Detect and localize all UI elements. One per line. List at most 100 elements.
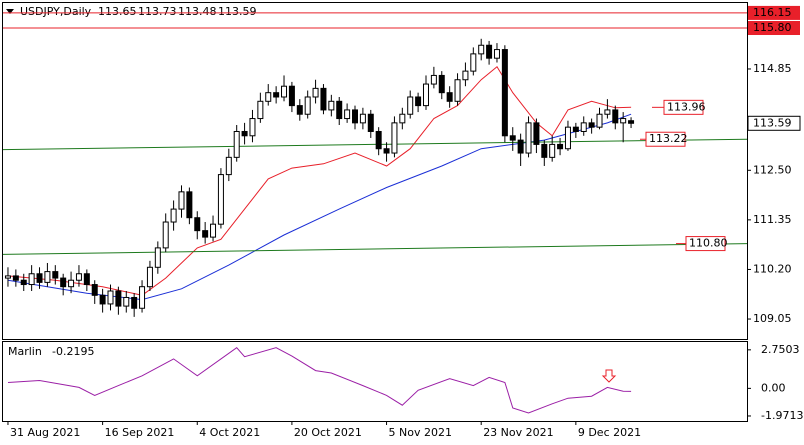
candle-body bbox=[588, 122, 595, 128]
candle-body bbox=[320, 87, 327, 111]
indicator-tick-label: 0.00 bbox=[761, 381, 786, 394]
candle-body bbox=[44, 271, 51, 283]
candle-body bbox=[541, 143, 548, 158]
candle-body bbox=[493, 49, 500, 59]
candle-body bbox=[501, 49, 508, 137]
candle-body bbox=[115, 290, 122, 307]
candle-body bbox=[391, 122, 398, 154]
indicator-name: Marlin bbox=[8, 345, 42, 358]
candle-body bbox=[52, 271, 59, 279]
indicator-value: -0.2195 bbox=[52, 345, 94, 358]
candle-body bbox=[486, 44, 493, 59]
candle-body bbox=[12, 275, 19, 281]
candle-body bbox=[596, 113, 603, 128]
indicator-tick-label: 2.7503 bbox=[761, 343, 800, 356]
candle-body bbox=[225, 156, 232, 176]
candle-body bbox=[107, 290, 114, 305]
candle-body bbox=[336, 100, 343, 120]
candle-body bbox=[415, 96, 422, 107]
annotation-label: 113.96 bbox=[667, 100, 706, 113]
candle-body bbox=[328, 100, 335, 111]
candle-body bbox=[146, 266, 153, 288]
x-tick-label: 4 Oct 2021 bbox=[199, 426, 260, 439]
x-tick-label: 5 Nov 2021 bbox=[389, 426, 452, 439]
candle-body bbox=[288, 85, 295, 107]
x-tick-label: 20 Oct 2021 bbox=[294, 426, 362, 439]
candle-body bbox=[170, 208, 177, 223]
annotation-box bbox=[663, 99, 704, 115]
ohlc-low: 113.48 bbox=[178, 5, 217, 18]
ohlc-open: 113.65 bbox=[98, 5, 137, 18]
ohlc-high: 113.73 bbox=[138, 5, 177, 18]
indicator-tick-label: -1.9713 bbox=[761, 409, 803, 422]
candle-body bbox=[549, 143, 556, 158]
candle-body bbox=[210, 223, 217, 238]
annotation-label: 110.80 bbox=[689, 237, 728, 250]
candle-body bbox=[564, 126, 571, 150]
symbol-title: USDJPY,Daily bbox=[20, 5, 92, 18]
candle-body bbox=[438, 74, 445, 94]
candle-body bbox=[123, 296, 130, 307]
candle-body bbox=[36, 273, 43, 283]
last-price-box bbox=[747, 115, 801, 131]
candle-body bbox=[430, 74, 437, 85]
candle-body bbox=[4, 275, 11, 279]
menu-triangle bbox=[6, 9, 14, 14]
candle-body bbox=[178, 191, 185, 210]
candle-body bbox=[28, 273, 35, 286]
x-tick-label: 31 Aug 2021 bbox=[10, 426, 80, 439]
candle-body bbox=[194, 217, 201, 232]
candle-body bbox=[91, 284, 98, 296]
candle-body bbox=[312, 87, 319, 98]
candle-body bbox=[304, 96, 311, 115]
price-level-box bbox=[748, 5, 800, 20]
candle-body bbox=[281, 85, 288, 98]
y-tick-label: 110.20 bbox=[753, 262, 792, 275]
y-tick-label: 111.35 bbox=[753, 213, 792, 226]
candle-body bbox=[131, 296, 138, 309]
candle-body bbox=[99, 294, 106, 305]
candle-body bbox=[60, 277, 67, 288]
candle-body bbox=[273, 92, 280, 98]
candle-body bbox=[139, 286, 146, 309]
candle-body bbox=[367, 113, 374, 132]
candle-body bbox=[241, 130, 248, 137]
candle-body bbox=[359, 113, 366, 124]
annotation-label: 113.22 bbox=[649, 132, 688, 145]
candle-body bbox=[83, 273, 90, 286]
y-tick-label: 109.05 bbox=[753, 312, 792, 325]
main-panel bbox=[2, 2, 748, 340]
x-tick-label: 9 Dec 2021 bbox=[578, 426, 641, 439]
candle-body bbox=[604, 109, 611, 115]
candle-body bbox=[462, 70, 469, 81]
candle-body bbox=[478, 44, 485, 55]
price-level-box bbox=[748, 21, 800, 36]
annotation-box bbox=[645, 131, 686, 147]
candle-body bbox=[454, 79, 461, 102]
candle-body bbox=[375, 130, 382, 150]
candle-body bbox=[383, 148, 390, 154]
y-tick-label: 112.50 bbox=[753, 163, 792, 176]
candle-body bbox=[572, 126, 579, 132]
series-line bbox=[2, 243, 748, 255]
candle-body bbox=[470, 53, 477, 72]
candle-body bbox=[162, 221, 169, 249]
candle-body bbox=[75, 273, 82, 281]
candle-body bbox=[20, 279, 27, 286]
candle-body bbox=[533, 122, 540, 145]
candle-body bbox=[352, 109, 359, 124]
last-price-label: 113.59 bbox=[753, 116, 792, 129]
ohlc-close: 113.59 bbox=[218, 5, 257, 18]
candle-body bbox=[233, 130, 240, 158]
candle-body bbox=[186, 191, 193, 219]
indicator-line bbox=[7, 347, 632, 414]
indicator-panel bbox=[2, 341, 748, 422]
candle-body bbox=[217, 174, 224, 225]
candle-body bbox=[509, 135, 516, 141]
candle-body bbox=[344, 109, 351, 120]
candle-body bbox=[612, 109, 619, 124]
price-level-label: 116.15 bbox=[753, 6, 792, 19]
signal-arrow bbox=[601, 369, 617, 383]
